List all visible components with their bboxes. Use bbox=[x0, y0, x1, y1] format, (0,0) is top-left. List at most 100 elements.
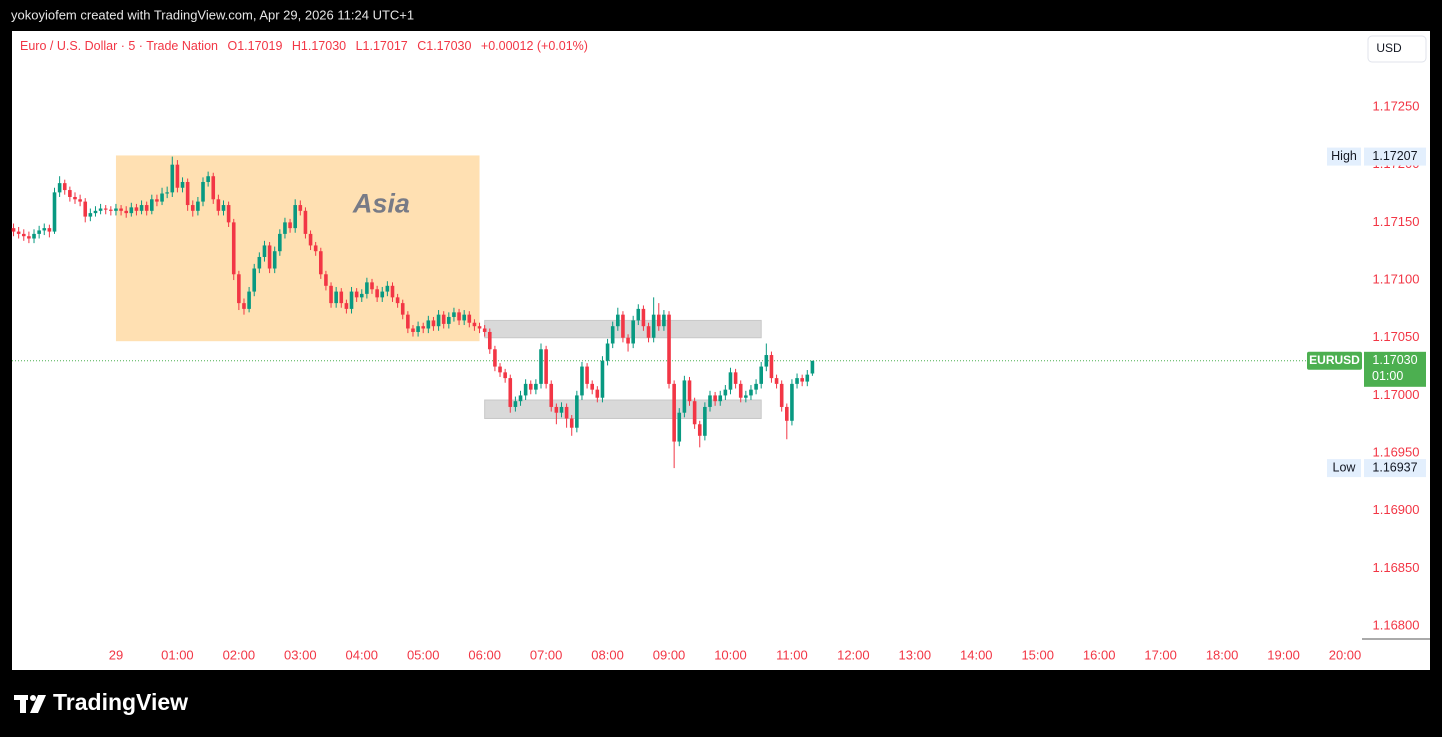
brand-logo bbox=[14, 695, 46, 713]
legend-key: C bbox=[417, 39, 426, 53]
x-tick-label: 29 bbox=[109, 647, 123, 662]
candle-body bbox=[569, 418, 574, 428]
x-tick-label: 20:00 bbox=[1329, 647, 1362, 662]
x-tick-label: 13:00 bbox=[899, 647, 932, 662]
candle-body bbox=[21, 233, 26, 237]
candle-body bbox=[713, 395, 717, 402]
x-tick-label: 07:00 bbox=[530, 647, 563, 662]
candle-body bbox=[580, 366, 584, 396]
author-line: yokoyiofem created with TradingView.com,… bbox=[11, 7, 414, 22]
candle-body bbox=[447, 316, 451, 324]
y-tick-label: 1.17000 bbox=[1373, 387, 1420, 402]
candle-body bbox=[436, 314, 441, 327]
candle-body bbox=[508, 378, 513, 407]
candle-body bbox=[349, 291, 354, 309]
candle-body bbox=[559, 406, 564, 413]
candle-body bbox=[170, 164, 175, 193]
candle-body bbox=[201, 181, 205, 202]
candle-body bbox=[785, 406, 789, 421]
candle-body bbox=[370, 282, 374, 290]
candle-body bbox=[744, 395, 748, 398]
low-tag-label-bg bbox=[1327, 459, 1361, 478]
candle-body bbox=[482, 328, 487, 332]
candle-body bbox=[262, 245, 267, 257]
candle-body bbox=[16, 231, 21, 234]
x-tick-label: 11:00 bbox=[776, 647, 808, 662]
candle-body bbox=[272, 251, 277, 269]
candle-body bbox=[334, 291, 338, 304]
candle-body bbox=[528, 383, 533, 390]
candle-body bbox=[595, 389, 600, 398]
candle-body bbox=[682, 380, 687, 413]
candle-body bbox=[62, 183, 67, 191]
candle-body bbox=[544, 349, 548, 384]
candle-body bbox=[810, 360, 815, 374]
candle-body bbox=[196, 201, 200, 211]
candle-body bbox=[93, 210, 98, 214]
candle-body bbox=[759, 366, 764, 384]
candle-body bbox=[493, 349, 497, 367]
x-tick-label: 09:00 bbox=[653, 647, 686, 662]
legend-key: L bbox=[356, 39, 363, 53]
candle-body bbox=[749, 389, 753, 396]
candle-body bbox=[308, 233, 313, 246]
candle-body bbox=[109, 209, 113, 211]
candle-body bbox=[354, 291, 359, 298]
candle-body bbox=[211, 176, 216, 200]
candle-body bbox=[134, 207, 139, 211]
candle-body bbox=[78, 199, 82, 202]
candle-body bbox=[610, 326, 615, 344]
candle-body bbox=[406, 314, 410, 329]
candle-body bbox=[421, 326, 426, 329]
candle-body bbox=[83, 201, 88, 217]
logo-part bbox=[30, 695, 46, 713]
candle-body bbox=[575, 395, 579, 428]
candle-body bbox=[139, 205, 144, 211]
candle-body bbox=[375, 289, 379, 298]
zone bbox=[484, 399, 762, 419]
candle-body bbox=[718, 395, 723, 402]
low-tag-value: 1.16937 bbox=[1372, 460, 1417, 474]
candle-body bbox=[416, 326, 420, 332]
candle-body bbox=[88, 213, 93, 217]
low-tag-label: Low bbox=[1333, 460, 1357, 474]
candle-body bbox=[441, 314, 446, 324]
candle-body bbox=[298, 205, 303, 211]
candle-body bbox=[646, 326, 651, 338]
candle-body bbox=[518, 395, 523, 402]
candle-body bbox=[523, 383, 528, 396]
candle-body bbox=[144, 205, 149, 211]
candle-body bbox=[129, 207, 134, 214]
candle-body bbox=[738, 383, 743, 398]
candle-body bbox=[242, 303, 246, 309]
price-tag-value-bg bbox=[1364, 351, 1426, 387]
candle-body bbox=[318, 251, 323, 275]
brand-name: TradingView bbox=[53, 689, 188, 715]
candle-body bbox=[498, 366, 502, 373]
x-tick-label: 03:00 bbox=[284, 647, 317, 662]
legend-value: 1.17030 bbox=[426, 39, 471, 53]
x-tick-label: 05:00 bbox=[407, 647, 440, 662]
price-tag-label: EURUSD bbox=[1309, 353, 1360, 367]
candle-body bbox=[37, 230, 41, 234]
x-tick-label: 04:00 bbox=[345, 647, 378, 662]
candle-body bbox=[73, 196, 77, 200]
candle-body bbox=[708, 395, 712, 407]
candle-body bbox=[359, 293, 364, 298]
candle-body bbox=[237, 274, 241, 304]
y-tick-label: 1.16950 bbox=[1373, 445, 1420, 460]
candle-body bbox=[457, 312, 461, 321]
legend-change: +0.00012 (+0.01%) bbox=[481, 39, 588, 53]
candle-body bbox=[677, 412, 682, 442]
candle-body bbox=[554, 406, 559, 413]
candle-body bbox=[124, 210, 128, 214]
candle-body bbox=[636, 308, 641, 321]
x-tick-label: 12:00 bbox=[837, 647, 870, 662]
candle-body bbox=[774, 378, 779, 384]
candle-body bbox=[703, 406, 707, 436]
x-tick-label: 02:00 bbox=[223, 647, 256, 662]
x-tick-label: 16:00 bbox=[1083, 647, 1116, 662]
currency-button[interactable] bbox=[1367, 35, 1427, 63]
candle-body bbox=[288, 222, 292, 229]
candle-body bbox=[585, 366, 589, 384]
